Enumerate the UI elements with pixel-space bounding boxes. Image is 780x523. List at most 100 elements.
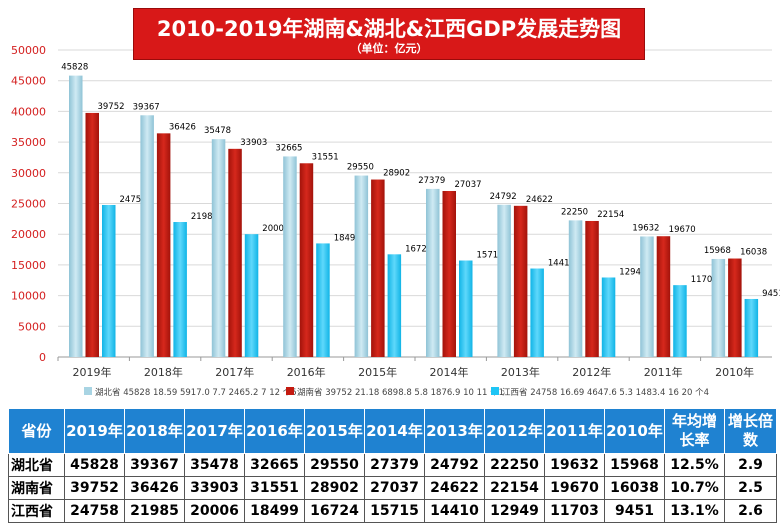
table-cell: 19670 — [544, 476, 605, 500]
data-label-jiangxi: 14410 — [548, 259, 575, 269]
table-cell: 36426 — [124, 476, 185, 500]
table-cell: 2.9 — [724, 453, 777, 477]
table-cell: 9451 — [604, 499, 665, 523]
bar-jiangxi — [459, 260, 473, 357]
y-tick-label: 25000 — [11, 198, 46, 211]
table-cell: 15715 — [364, 499, 425, 523]
data-label-hunan: 22154 — [597, 210, 624, 220]
table-cell: 33903 — [184, 476, 245, 500]
chart-title: 2010-2019年湖南&湖北&江西GDP发展走势图 — [156, 17, 622, 41]
data-label-jiangxi: 12949 — [619, 267, 646, 277]
legend-swatch-hunan — [286, 387, 294, 395]
data-label-hubei: 19632 — [632, 223, 659, 233]
table-header-cell: 年均增长率 — [664, 408, 725, 454]
bar-hunan — [728, 258, 742, 357]
data-label-jiangxi: 24758 — [120, 195, 147, 205]
y-tick-label: 5000 — [18, 320, 46, 333]
x-tick-label: 2016年 — [287, 365, 326, 379]
bar-hunan — [85, 112, 99, 357]
bar-hubei — [354, 175, 369, 357]
table-cell: 19632 — [544, 453, 605, 477]
data-label-hubei: 45828 — [61, 63, 88, 73]
y-tick-label: 35000 — [11, 136, 46, 149]
table-cell: 13.1% — [664, 499, 725, 523]
table-cell: 10.7% — [664, 476, 725, 500]
bar-jiangxi — [102, 204, 116, 357]
bar-hunan — [228, 148, 242, 357]
table-row: 江西省 24758 21985 20006 18499 16724 15715 14410 12… — [8, 499, 777, 523]
table-row-header: 湖北省 — [8, 453, 65, 477]
y-tick-label: 15000 — [11, 259, 46, 272]
table-cell: 18499 — [244, 499, 305, 523]
chart-canvas: 0 5000 10000 15000 20000 25000 30000 35000 40000… — [11, 44, 780, 398]
table-row-header: 江西省 — [8, 499, 65, 523]
table-header-cell: 2013年 — [424, 408, 485, 454]
x-tick-label: 2013年 — [501, 365, 540, 379]
data-label-hubei: 32665 — [275, 143, 302, 153]
table-cell: 12949 — [484, 499, 545, 523]
x-tick-label: 2014年 — [430, 365, 469, 379]
table-header-cell: 省份 — [8, 408, 65, 454]
table-cell: 32665 — [244, 453, 305, 477]
data-label-hubei: 27379 — [418, 176, 445, 186]
bar-hubei — [283, 156, 297, 357]
x-tick-label: 2019年 — [73, 365, 112, 379]
table-cell: 24792 — [424, 453, 485, 477]
table-header-cell: 2011年 — [544, 408, 605, 454]
bar-hubei — [211, 139, 226, 357]
table-cell: 11703 — [544, 499, 605, 523]
data-label-hunan: 39752 — [97, 102, 124, 112]
data-label-hubei: 15968 — [704, 246, 731, 256]
table-row: 湖北省 45828 39367 35478 32665 29550 27379 24792 22… — [8, 453, 777, 477]
table-cell: 39752 — [64, 476, 125, 500]
table-cell: 28902 — [304, 476, 365, 500]
table-cell: 29550 — [304, 453, 365, 477]
bar-jiangxi — [244, 234, 259, 357]
table-header-cell: 2015年 — [304, 408, 365, 454]
bar-hunan — [513, 205, 528, 357]
data-label-jiangxi: 9451 — [762, 289, 780, 299]
chart-title-box: 2010-2019年湖南&湖北&江西GDP发展走势图 （单位：亿元） — [133, 8, 645, 60]
data-label-jiangxi: 11703 — [691, 275, 718, 285]
data-label-hunan: 28902 — [383, 169, 410, 179]
legend-label-hunan: 湖南省 39752 21.18 6898.8 5.8 1876.9 10 11 … — [297, 387, 504, 398]
x-tick-label: 2010年 — [715, 365, 754, 379]
bar-jiangxi — [673, 285, 687, 357]
data-label-hubei: 24792 — [490, 192, 517, 202]
y-tick-label: 45000 — [11, 75, 46, 88]
data-label-hubei: 29550 — [347, 163, 374, 173]
table-cell: 27379 — [364, 453, 425, 477]
bar-hubei — [568, 220, 583, 357]
bar-hubei — [69, 75, 83, 357]
legend-label-hubei: 湖北省 45828 18.59 5917.0 7.7 2465.2 7 12 个… — [95, 387, 297, 398]
data-label-hunan: 27037 — [454, 180, 481, 190]
legend-swatch-jiangxi — [491, 387, 499, 395]
table-cell: 21985 — [124, 499, 185, 523]
data-label-hubei: 22250 — [561, 207, 588, 217]
x-tick-label: 2011年 — [644, 365, 683, 379]
table-header-cell: 2018年 — [124, 408, 185, 454]
bar-hubei — [640, 236, 654, 357]
table-cell: 16724 — [304, 499, 365, 523]
data-label-hubei: 35478 — [204, 126, 231, 136]
table-cell: 24622 — [424, 476, 485, 500]
y-tick-label: 30000 — [11, 167, 46, 180]
y-tick-label: 20000 — [11, 228, 46, 241]
table-cell: 27037 — [364, 476, 425, 500]
x-tick-label: 2017年 — [215, 365, 254, 379]
table-cell: 2.6 — [724, 499, 777, 523]
bar-hubei — [426, 188, 440, 357]
data-label-hunan: 24622 — [526, 195, 553, 205]
data-label-hunan: 16038 — [740, 248, 767, 258]
data-label-jiangxi: 16724 — [405, 244, 432, 254]
chart-subtitle: （单位：亿元） — [350, 42, 428, 55]
bar-jiangxi — [744, 298, 759, 357]
bar-hubei — [711, 258, 726, 357]
gdp-table: 省份 2019年 2018年 2017年 2016年 2015年 2014年 2013年 201… — [8, 408, 777, 523]
table-cell: 22154 — [484, 476, 545, 500]
bar-jiangxi — [316, 243, 330, 357]
table-header-cell: 2019年 — [64, 408, 125, 454]
gdp-chart: 0 5000 10000 15000 20000 25000 30000 35000 40000… — [11, 8, 780, 398]
data-label-jiangxi: 20006 — [262, 224, 289, 234]
bar-hunan — [371, 179, 385, 357]
